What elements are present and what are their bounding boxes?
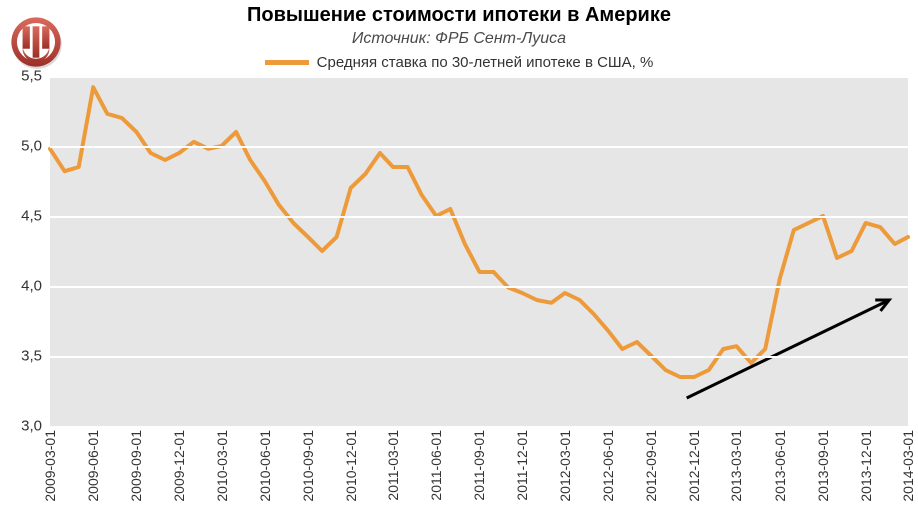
x-axis-label: 2013-12-01 [858, 430, 874, 502]
x-axis-label: 2014-03-01 [900, 430, 916, 502]
x-axis-label: 2009-12-01 [171, 430, 187, 502]
gridline [50, 146, 908, 148]
y-axis-label: 3,0 [21, 418, 42, 435]
legend-item: Средняя ставка по 30-летней ипотеке в СШ… [265, 54, 654, 71]
legend-label: Средняя ставка по 30-летней ипотеке в СШ… [317, 54, 654, 71]
x-axis-label: 2009-06-01 [85, 430, 101, 502]
gridline [50, 216, 908, 218]
x-axis-label: 2013-03-01 [728, 430, 744, 502]
x-axis-label: 2011-09-01 [471, 430, 487, 501]
y-axis-label: 4,5 [21, 208, 42, 225]
y-axis-label: 4,0 [21, 278, 42, 295]
series-line [50, 87, 908, 377]
x-axis-label: 2009-09-01 [128, 430, 144, 502]
y-axis-label: 5,5 [21, 68, 42, 85]
x-axis-label: 2009-03-01 [42, 430, 58, 502]
x-axis-label: 2013-06-01 [772, 430, 788, 502]
legend-swatch [265, 60, 309, 65]
x-axis-label: 2012-03-01 [557, 430, 573, 502]
chart-subtitle: Источник: ФРБ Сент-Луиса [0, 30, 918, 48]
x-axis-label: 2012-06-01 [600, 430, 616, 502]
x-axis-label: 2010-03-01 [214, 430, 230, 502]
chart-legend: Средняя ставка по 30-летней ипотеке в СШ… [0, 52, 918, 71]
plot-area: 3,03,54,04,55,05,52009-03-012009-06-0120… [50, 76, 908, 426]
x-axis-label: 2013-09-01 [815, 430, 831, 502]
x-axis-label: 2010-09-01 [300, 430, 316, 502]
x-axis-label: 2011-12-01 [514, 430, 530, 501]
x-axis-label: 2010-12-01 [343, 430, 359, 502]
x-axis-label: 2010-06-01 [257, 430, 273, 502]
x-axis-label: 2011-03-01 [385, 430, 401, 501]
chart-svg [50, 76, 908, 426]
x-axis-label: 2012-12-01 [686, 430, 702, 502]
y-axis-label: 5,0 [21, 138, 42, 155]
trend-arrow-line [687, 300, 890, 398]
x-axis-label: 2012-09-01 [643, 430, 659, 502]
gridline [50, 426, 908, 428]
x-axis-label: 2011-06-01 [428, 430, 444, 501]
y-axis-label: 3,5 [21, 348, 42, 365]
chart-title: Повышение стоимости ипотеки в Америке [0, 4, 918, 27]
gridline [50, 356, 908, 358]
gridline [50, 286, 908, 288]
gridline [50, 76, 908, 78]
chart-container: Повышение стоимости ипотеки в Америке Ис… [0, 0, 918, 506]
